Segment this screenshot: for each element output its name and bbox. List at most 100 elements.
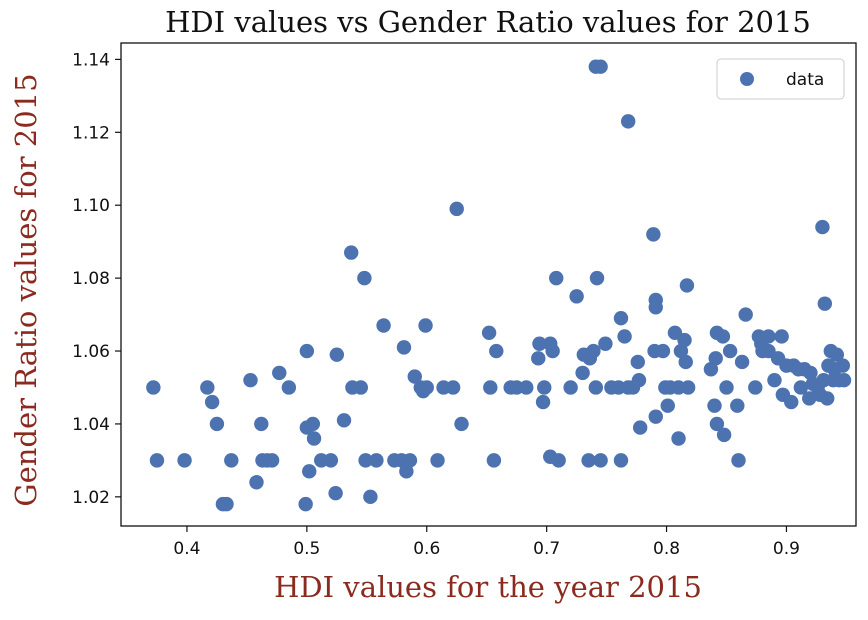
y-axis-ticks: 1.02 1.04 1.06 1.08 1.10 1.12 1.14 <box>72 50 121 508</box>
data-point <box>655 343 671 359</box>
data-point <box>589 270 605 286</box>
legend: data <box>716 58 845 100</box>
data-point <box>329 347 345 362</box>
data-point <box>419 380 434 395</box>
data-point <box>671 431 686 446</box>
data-point <box>243 372 258 388</box>
data-point <box>632 420 648 435</box>
y-tick-label: 1.02 <box>72 488 110 508</box>
data-point <box>486 453 502 468</box>
data-point <box>709 416 725 432</box>
data-point <box>399 464 414 479</box>
data-point <box>631 372 647 388</box>
data-point <box>549 270 564 286</box>
data-point <box>836 372 852 388</box>
x-axis-label: HDI values for the year 2015 <box>274 570 702 604</box>
data-point <box>249 475 264 490</box>
data-point <box>449 201 464 217</box>
data-point <box>305 416 321 432</box>
x-tick-label: 0.9 <box>773 539 800 559</box>
data-point <box>617 329 632 344</box>
data-point <box>660 398 675 413</box>
data-point <box>708 351 723 366</box>
data-point <box>784 394 799 410</box>
data-point <box>299 343 315 359</box>
y-tick-label: 1.08 <box>72 269 110 289</box>
data-point <box>569 289 584 304</box>
data-point <box>344 245 359 260</box>
legend-label: data <box>786 70 824 90</box>
data-point <box>815 219 830 235</box>
data-point <box>734 354 750 370</box>
x-axis-ticks: 0.4 0.5 0.6 0.7 0.8 0.9 <box>173 526 800 559</box>
data-point <box>761 329 776 344</box>
data-point <box>369 453 384 468</box>
data-point <box>648 300 663 315</box>
data-point <box>588 380 604 395</box>
data-point <box>716 427 732 443</box>
data-point <box>407 369 422 384</box>
data-point <box>531 351 546 366</box>
data-point <box>532 336 547 351</box>
data-point <box>598 336 613 351</box>
data-point <box>358 453 373 468</box>
data-point <box>200 380 215 395</box>
y-tick-label: 1.12 <box>72 123 110 143</box>
data-point <box>730 398 745 413</box>
legend-box <box>716 58 845 100</box>
data-point <box>281 380 297 395</box>
data-point <box>454 416 469 432</box>
y-tick-label: 1.04 <box>72 415 110 435</box>
data-point <box>613 453 629 468</box>
data-point <box>829 347 845 362</box>
data-point <box>679 278 695 293</box>
data-point <box>707 398 722 413</box>
data-point <box>146 380 161 395</box>
data-point <box>254 416 269 432</box>
data-point <box>677 332 692 348</box>
x-tick-label: 0.7 <box>533 539 560 559</box>
data-point <box>703 362 719 377</box>
data-point <box>219 496 234 512</box>
data-point <box>767 372 782 388</box>
data-point <box>648 409 663 424</box>
data-point <box>593 453 608 468</box>
data-point <box>376 318 391 333</box>
data-point <box>586 343 601 359</box>
data-point <box>535 394 551 410</box>
data-point <box>336 413 352 428</box>
data-point <box>445 380 461 395</box>
data-point <box>489 343 504 359</box>
y-tick-label: 1.06 <box>72 342 110 362</box>
y-axis-label: Gender Ratio values for 2015 <box>9 73 43 506</box>
chart-title: HDI values vs Gender Ratio values for 20… <box>165 5 811 39</box>
data-point <box>820 391 835 406</box>
data-point <box>731 453 746 468</box>
data-point <box>551 453 566 468</box>
data-point <box>418 318 433 333</box>
x-tick-label: 0.8 <box>653 539 680 559</box>
data-point <box>519 380 534 395</box>
data-point <box>353 380 368 395</box>
data-point <box>298 496 313 512</box>
x-tick-label: 0.6 <box>413 539 440 559</box>
data-point <box>272 365 287 381</box>
data-point <box>722 343 738 359</box>
data-point <box>363 489 378 505</box>
x-tick-label: 0.5 <box>293 539 320 559</box>
data-point <box>149 453 165 468</box>
x-tick-label: 0.4 <box>173 539 200 559</box>
data-point <box>748 380 763 395</box>
data-point <box>177 453 192 468</box>
data-point <box>563 380 578 395</box>
data-point <box>646 227 661 242</box>
data-point <box>630 354 645 370</box>
data-point <box>396 340 412 355</box>
data-point <box>430 453 445 468</box>
data-point <box>719 380 734 395</box>
data-point <box>204 394 220 410</box>
data-point <box>537 380 552 395</box>
y-tick-label: 1.10 <box>72 196 110 216</box>
data-points <box>146 59 852 512</box>
data-point <box>673 343 689 359</box>
